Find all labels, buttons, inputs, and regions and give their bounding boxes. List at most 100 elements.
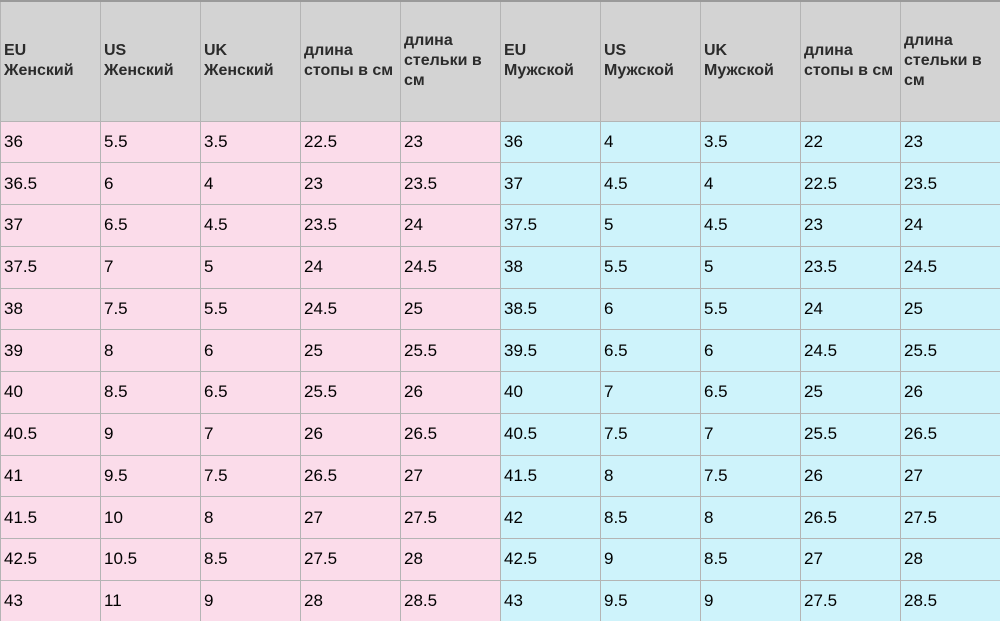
women-size-cell: 27.5 <box>300 538 401 581</box>
header-line: EU <box>504 42 527 60</box>
men-size-cell: 26.5 <box>800 496 901 539</box>
men-size-cell: 40 <box>500 371 601 414</box>
header-line: Мужской <box>704 62 774 80</box>
men-size-cell: 23 <box>800 204 901 247</box>
men-size-cell: 3.5 <box>700 120 801 164</box>
table-header: EU Женский US Женский UK Женский длина стопы в … <box>0 0 1000 122</box>
women-size-cell: 9 <box>200 579 301 621</box>
header-eu-men: EU Мужской <box>500 0 601 122</box>
men-size-cell: 36 <box>500 120 601 164</box>
men-size-cell: 9.5 <box>600 579 701 621</box>
table-row: 41.5 10 8 27 27.5 42 8.5 8 26.5 27.5 <box>0 496 1000 539</box>
men-size-cell: 23 <box>900 120 1000 164</box>
header-insole-length-women: длина стельки в см <box>400 0 501 122</box>
women-size-cell: 8.5 <box>100 371 201 414</box>
header-line: Мужской <box>604 62 674 80</box>
men-size-cell: 8 <box>700 496 801 539</box>
women-size-cell: 28.5 <box>400 579 501 621</box>
women-size-cell: 27.5 <box>400 496 501 539</box>
men-size-cell: 5.5 <box>600 245 701 289</box>
header-uk-men: UK Мужской <box>700 0 801 122</box>
women-size-cell: 4.5 <box>200 204 301 247</box>
women-size-cell: 26.5 <box>400 412 501 456</box>
men-size-cell: 5 <box>600 204 701 247</box>
women-size-cell: 37 <box>0 204 101 247</box>
women-size-cell: 22.5 <box>300 120 401 164</box>
men-size-cell: 42.5 <box>500 538 601 581</box>
header-row: EU Женский US Женский UK Женский длина стопы в … <box>0 0 1000 122</box>
table-row: 38 7.5 5.5 24.5 25 38.5 6 5.5 24 25 <box>0 287 1000 331</box>
women-size-cell: 7 <box>100 245 201 289</box>
women-size-cell: 25.5 <box>400 329 501 372</box>
women-size-cell: 24 <box>300 245 401 289</box>
table-row: 36.5 6 4 23 23.5 37 4.5 4 22.5 23.5 <box>0 162 1000 205</box>
women-size-cell: 8.5 <box>200 538 301 581</box>
women-size-cell: 24 <box>400 204 501 247</box>
header-line: длина <box>904 32 953 50</box>
header-line: UK <box>204 42 228 60</box>
header-line: Мужской <box>504 62 574 80</box>
women-size-cell: 10 <box>100 496 201 539</box>
men-size-cell: 26.5 <box>900 412 1000 456</box>
header-line: длина <box>304 42 353 60</box>
men-size-cell: 23.5 <box>900 162 1000 205</box>
men-size-cell: 27 <box>800 538 901 581</box>
header-eu-women: EU Женский <box>0 0 101 122</box>
men-size-cell: 22 <box>800 120 901 164</box>
men-size-cell: 4 <box>600 120 701 164</box>
header-line: см <box>404 72 425 90</box>
men-size-cell: 27 <box>900 454 1000 498</box>
header-line: US <box>604 42 627 60</box>
header-line: длина <box>404 32 453 50</box>
women-size-cell: 40.5 <box>0 412 101 456</box>
men-size-cell: 9 <box>700 579 801 621</box>
men-size-cell: 8.5 <box>700 538 801 581</box>
men-size-cell: 6.5 <box>600 329 701 372</box>
men-size-cell: 23.5 <box>800 245 901 289</box>
header-line: стопы в см <box>304 62 394 80</box>
women-size-cell: 8 <box>200 496 301 539</box>
women-size-cell: 26 <box>400 371 501 414</box>
men-size-cell: 38 <box>500 245 601 289</box>
men-size-cell: 25 <box>800 371 901 414</box>
women-size-cell: 39 <box>0 329 101 372</box>
table-body: 36 5.5 3.5 22.5 23 36 4 3.5 22 23 36.5 6 4 23 23.5 37 4.… <box>0 120 1000 621</box>
men-size-cell: 39.5 <box>500 329 601 372</box>
women-size-cell: 4 <box>200 162 301 205</box>
table-row: 37.5 7 5 24 24.5 38 5.5 5 23.5 24.5 <box>0 245 1000 289</box>
table-row: 37 6.5 4.5 23.5 24 37.5 5 4.5 23 24 <box>0 204 1000 247</box>
men-size-cell: 5.5 <box>700 287 801 331</box>
women-size-cell: 27 <box>300 496 401 539</box>
women-size-cell: 27 <box>400 454 501 498</box>
table-row: 40 8.5 6.5 25.5 26 40 7 6.5 25 26 <box>0 371 1000 414</box>
header-line: стельки в <box>904 52 982 70</box>
women-size-cell: 5 <box>200 245 301 289</box>
men-size-cell: 8.5 <box>600 496 701 539</box>
women-size-cell: 9 <box>100 412 201 456</box>
men-size-cell: 28.5 <box>900 579 1000 621</box>
header-line: Женский <box>104 62 174 80</box>
men-size-cell: 38.5 <box>500 287 601 331</box>
women-size-cell: 3.5 <box>200 120 301 164</box>
header-us-men: US Мужской <box>600 0 701 122</box>
men-size-cell: 26 <box>900 371 1000 414</box>
header-line: см <box>904 72 925 90</box>
women-size-cell: 25 <box>300 329 401 372</box>
women-size-cell: 7.5 <box>100 287 201 331</box>
women-size-cell: 6.5 <box>200 371 301 414</box>
women-size-cell: 37.5 <box>0 245 101 289</box>
women-size-cell: 28 <box>300 579 401 621</box>
table-row: 41 9.5 7.5 26.5 27 41.5 8 7.5 26 27 <box>0 454 1000 498</box>
women-size-cell: 25.5 <box>300 371 401 414</box>
men-size-cell: 37.5 <box>500 204 601 247</box>
header-line: UK <box>704 42 728 60</box>
men-size-cell: 4 <box>700 162 801 205</box>
women-size-cell: 11 <box>100 579 201 621</box>
header-uk-women: UK Женский <box>200 0 301 122</box>
women-size-cell: 5.5 <box>100 120 201 164</box>
men-size-cell: 7 <box>600 371 701 414</box>
men-size-cell: 8 <box>600 454 701 498</box>
women-size-cell: 10.5 <box>100 538 201 581</box>
header-line: стельки в <box>404 52 482 70</box>
